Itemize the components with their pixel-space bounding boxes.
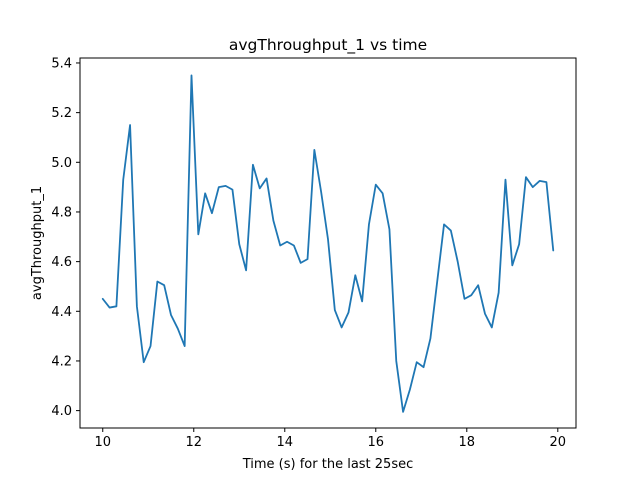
x-tick-label: 18 bbox=[459, 435, 476, 450]
x-axis-label: Time (s) for the last 25sec bbox=[242, 457, 414, 472]
y-tick-label: 5.2 bbox=[51, 106, 72, 121]
y-tick-label: 5.4 bbox=[51, 56, 72, 71]
y-tick-label: 4.6 bbox=[51, 255, 72, 270]
y-tick-label: 4.4 bbox=[51, 305, 72, 320]
y-tick-label: 4.2 bbox=[51, 354, 72, 369]
x-tick-label: 16 bbox=[368, 435, 385, 450]
y-tick-label: 4.8 bbox=[51, 205, 72, 220]
x-tick-label: 20 bbox=[550, 435, 567, 450]
y-tick-label: 4.0 bbox=[51, 404, 72, 419]
y-tick-label: 5.0 bbox=[51, 156, 72, 171]
x-tick-label: 12 bbox=[185, 435, 202, 450]
y-axis: 4.0 4.2 4.4 4.6 4.8 5.0 5.2 5.4 bbox=[51, 56, 80, 419]
series-line bbox=[101, 74, 555, 413]
x-axis: 10 12 14 16 18 20 bbox=[94, 428, 566, 450]
x-tick-label: 14 bbox=[276, 435, 293, 450]
y-axis-label: avgThroughput_1 bbox=[30, 186, 45, 300]
x-tick-label: 10 bbox=[94, 435, 111, 450]
plot-area-frame bbox=[79, 57, 577, 429]
chart-title: avgThroughput_1 vs time bbox=[229, 36, 427, 55]
